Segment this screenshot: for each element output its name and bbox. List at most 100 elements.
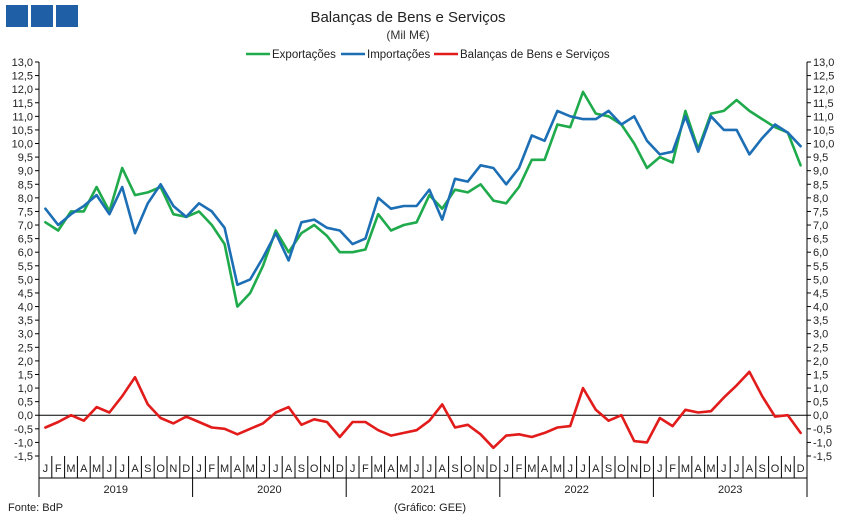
month-label: N [784,463,792,475]
month-label: A [285,463,293,475]
y-tick-label: 1,0 [18,383,33,395]
y-tick-label: 6,5 [18,234,33,246]
y-tick-label: 6,0 [813,247,828,259]
y-tick-label: 6,5 [813,234,828,246]
chart-title: Balanças de Bens e Serviços [310,9,505,26]
month-label: O [310,463,319,475]
month-label: F [362,463,369,475]
month-label: M [66,463,75,475]
y-tick-label: 5,5 [813,261,828,273]
month-label: O [771,463,780,475]
series-line-3 [44,370,802,450]
month-label: N [630,463,638,475]
month-label: O [156,463,165,475]
logo-square [6,5,28,27]
y-tick-label: 11,0 [12,111,33,123]
y-tick-label: 0,0 [18,410,33,422]
month-label: J [107,463,113,475]
chart-subtitle: (Mil M€) [386,28,429,42]
month-label: M [92,463,101,475]
y-tick-label: 9,5 [18,152,33,164]
month-label: J [567,463,573,475]
month-label: D [489,463,497,475]
month-label: O [464,463,473,475]
month-label: S [144,463,151,475]
month-label: F [516,463,523,475]
month-label: M [246,463,255,475]
y-tick-label: 9,0 [18,166,33,178]
y-tick-label: 1,5 [18,369,33,381]
month-label: M [399,463,408,475]
logo-square [56,5,78,27]
y-tick-label: 3,0 [18,329,33,341]
credit-note: (Gráfico: GEE) [394,502,466,514]
year-label: 2021 [411,484,435,496]
y-tick-label: 11,5 [12,98,33,110]
month-label: J [721,463,727,475]
y-tick-label: 11,0 [813,111,834,123]
y-tick-label: 7,0 [813,220,828,232]
y-tick-label: 13,0 [12,57,33,69]
y-tick-label: 5,5 [18,261,33,273]
series-group [44,90,802,450]
y-tick-label: -0,5 [813,424,832,436]
y-tick-label: 8,0 [813,193,828,205]
month-label: A [131,463,139,475]
month-label: F [669,463,676,475]
y-tick-label: 8,5 [813,179,828,191]
y-tick-label: -0,5 [14,424,33,436]
month-label: A [695,463,703,475]
month-label: M [553,463,562,475]
month-label: F [208,463,215,475]
y-tick-label: 10,5 [12,125,33,137]
y-tick-label: 1,0 [813,383,828,395]
month-label: J [43,463,49,475]
y-tick-label: 5,0 [813,274,828,286]
source-note: Fonte: BdP [8,502,63,514]
y-tick-label: 0,5 [18,397,33,409]
month-label: A [592,463,600,475]
series-line-2 [44,109,802,287]
y-tick-label: 12,0 [12,84,33,96]
y-tick-label: 4,5 [813,288,828,300]
month-label: S [759,463,766,475]
month-label: A [746,463,754,475]
month-label: D [797,463,805,475]
y-tick-label: -1,5 [813,451,832,463]
y-tick-label: 11,5 [813,98,834,110]
y-tick-label: 10,0 [12,139,33,151]
y-tick-label: 3,5 [18,315,33,327]
y-tick-label: 4,0 [813,302,828,314]
y-tick-label: 12,5 [12,71,33,83]
y-axis-right: -1,5 -1,0-0,5 0,00,5 1,0 1,52,0 2,53,0 3,54,0 4… [807,57,834,463]
y-tick-label: 3,0 [813,329,828,341]
month-label: M [681,463,690,475]
month-label: D [336,463,344,475]
y-tick-label: 2,0 [813,356,828,368]
month-label: M [527,463,536,475]
y-tick-label: 12,5 [813,71,834,83]
y-tick-label: 1,5 [813,369,828,381]
legend-label: Exportações [272,49,336,61]
y-tick-label: 9,5 [813,152,828,164]
month-label: J [503,463,509,475]
y-tick-label: 7,5 [18,206,33,218]
month-label: O [617,463,626,475]
month-label: A [234,463,242,475]
month-label: S [605,463,612,475]
logo [6,5,78,27]
y-tick-label: 0,0 [813,410,828,422]
month-label: J [657,463,663,475]
month-label: A [541,463,549,475]
year-label: 2020 [257,484,281,496]
month-label: J [119,463,125,475]
month-label: S [298,463,305,475]
y-tick-label: 10,5 [813,125,834,137]
legend-label: Importações [367,49,431,61]
year-label: 2022 [564,484,588,496]
y-tick-label: 9,0 [813,166,828,178]
y-tick-label: 2,5 [813,342,828,354]
year-label: 2023 [718,484,742,496]
